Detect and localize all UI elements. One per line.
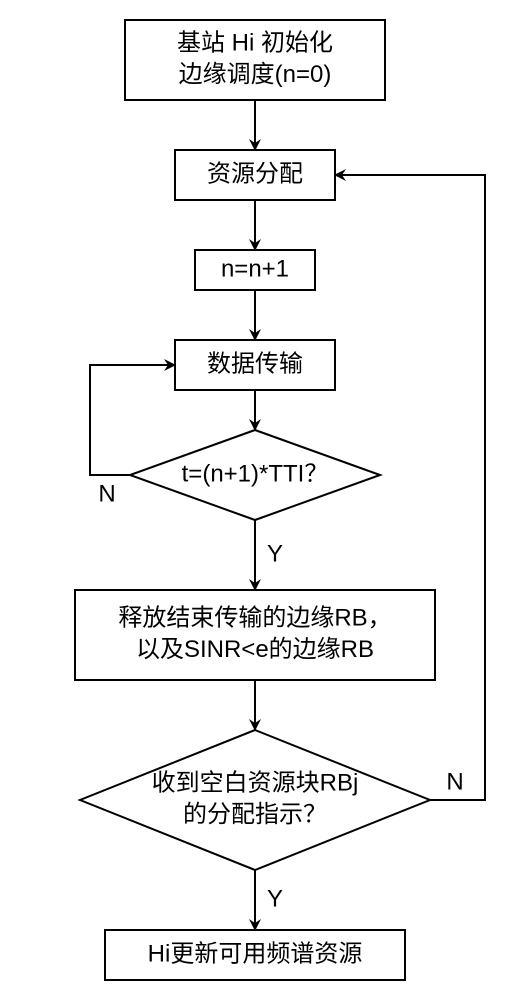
svg-text:N: N (446, 768, 463, 795)
svg-text:收到空白资源块RBj: 收到空白资源块RBj (152, 770, 359, 797)
svg-text:Y: Y (267, 885, 283, 912)
flow-edge-8 (335, 175, 485, 800)
svg-text:n=n+1: n=n+1 (221, 255, 289, 282)
svg-text:资源分配: 资源分配 (207, 160, 303, 187)
flow-edge-7 (90, 365, 175, 475)
svg-text:释放结束传输的边缘RB，: 释放结束传输的边缘RB， (118, 605, 391, 632)
svg-text:以及SINR<e的边缘RB: 以及SINR<e的边缘RB (136, 636, 374, 663)
svg-text:t=(n+1)*TTI？: t=(n+1)*TTI？ (182, 460, 329, 487)
svg-text:Hi更新可用频谱资源: Hi更新可用频谱资源 (148, 940, 363, 967)
svg-text:的分配指示？: 的分配指示？ (183, 801, 327, 828)
svg-text:Y: Y (267, 540, 283, 567)
svg-text:数据传输: 数据传输 (207, 350, 303, 377)
svg-text:N: N (98, 480, 115, 507)
svg-text:基站 Hi 初始化: 基站 Hi 初始化 (177, 30, 333, 57)
svg-text:边缘调度(n=0): 边缘调度(n=0) (179, 61, 332, 88)
